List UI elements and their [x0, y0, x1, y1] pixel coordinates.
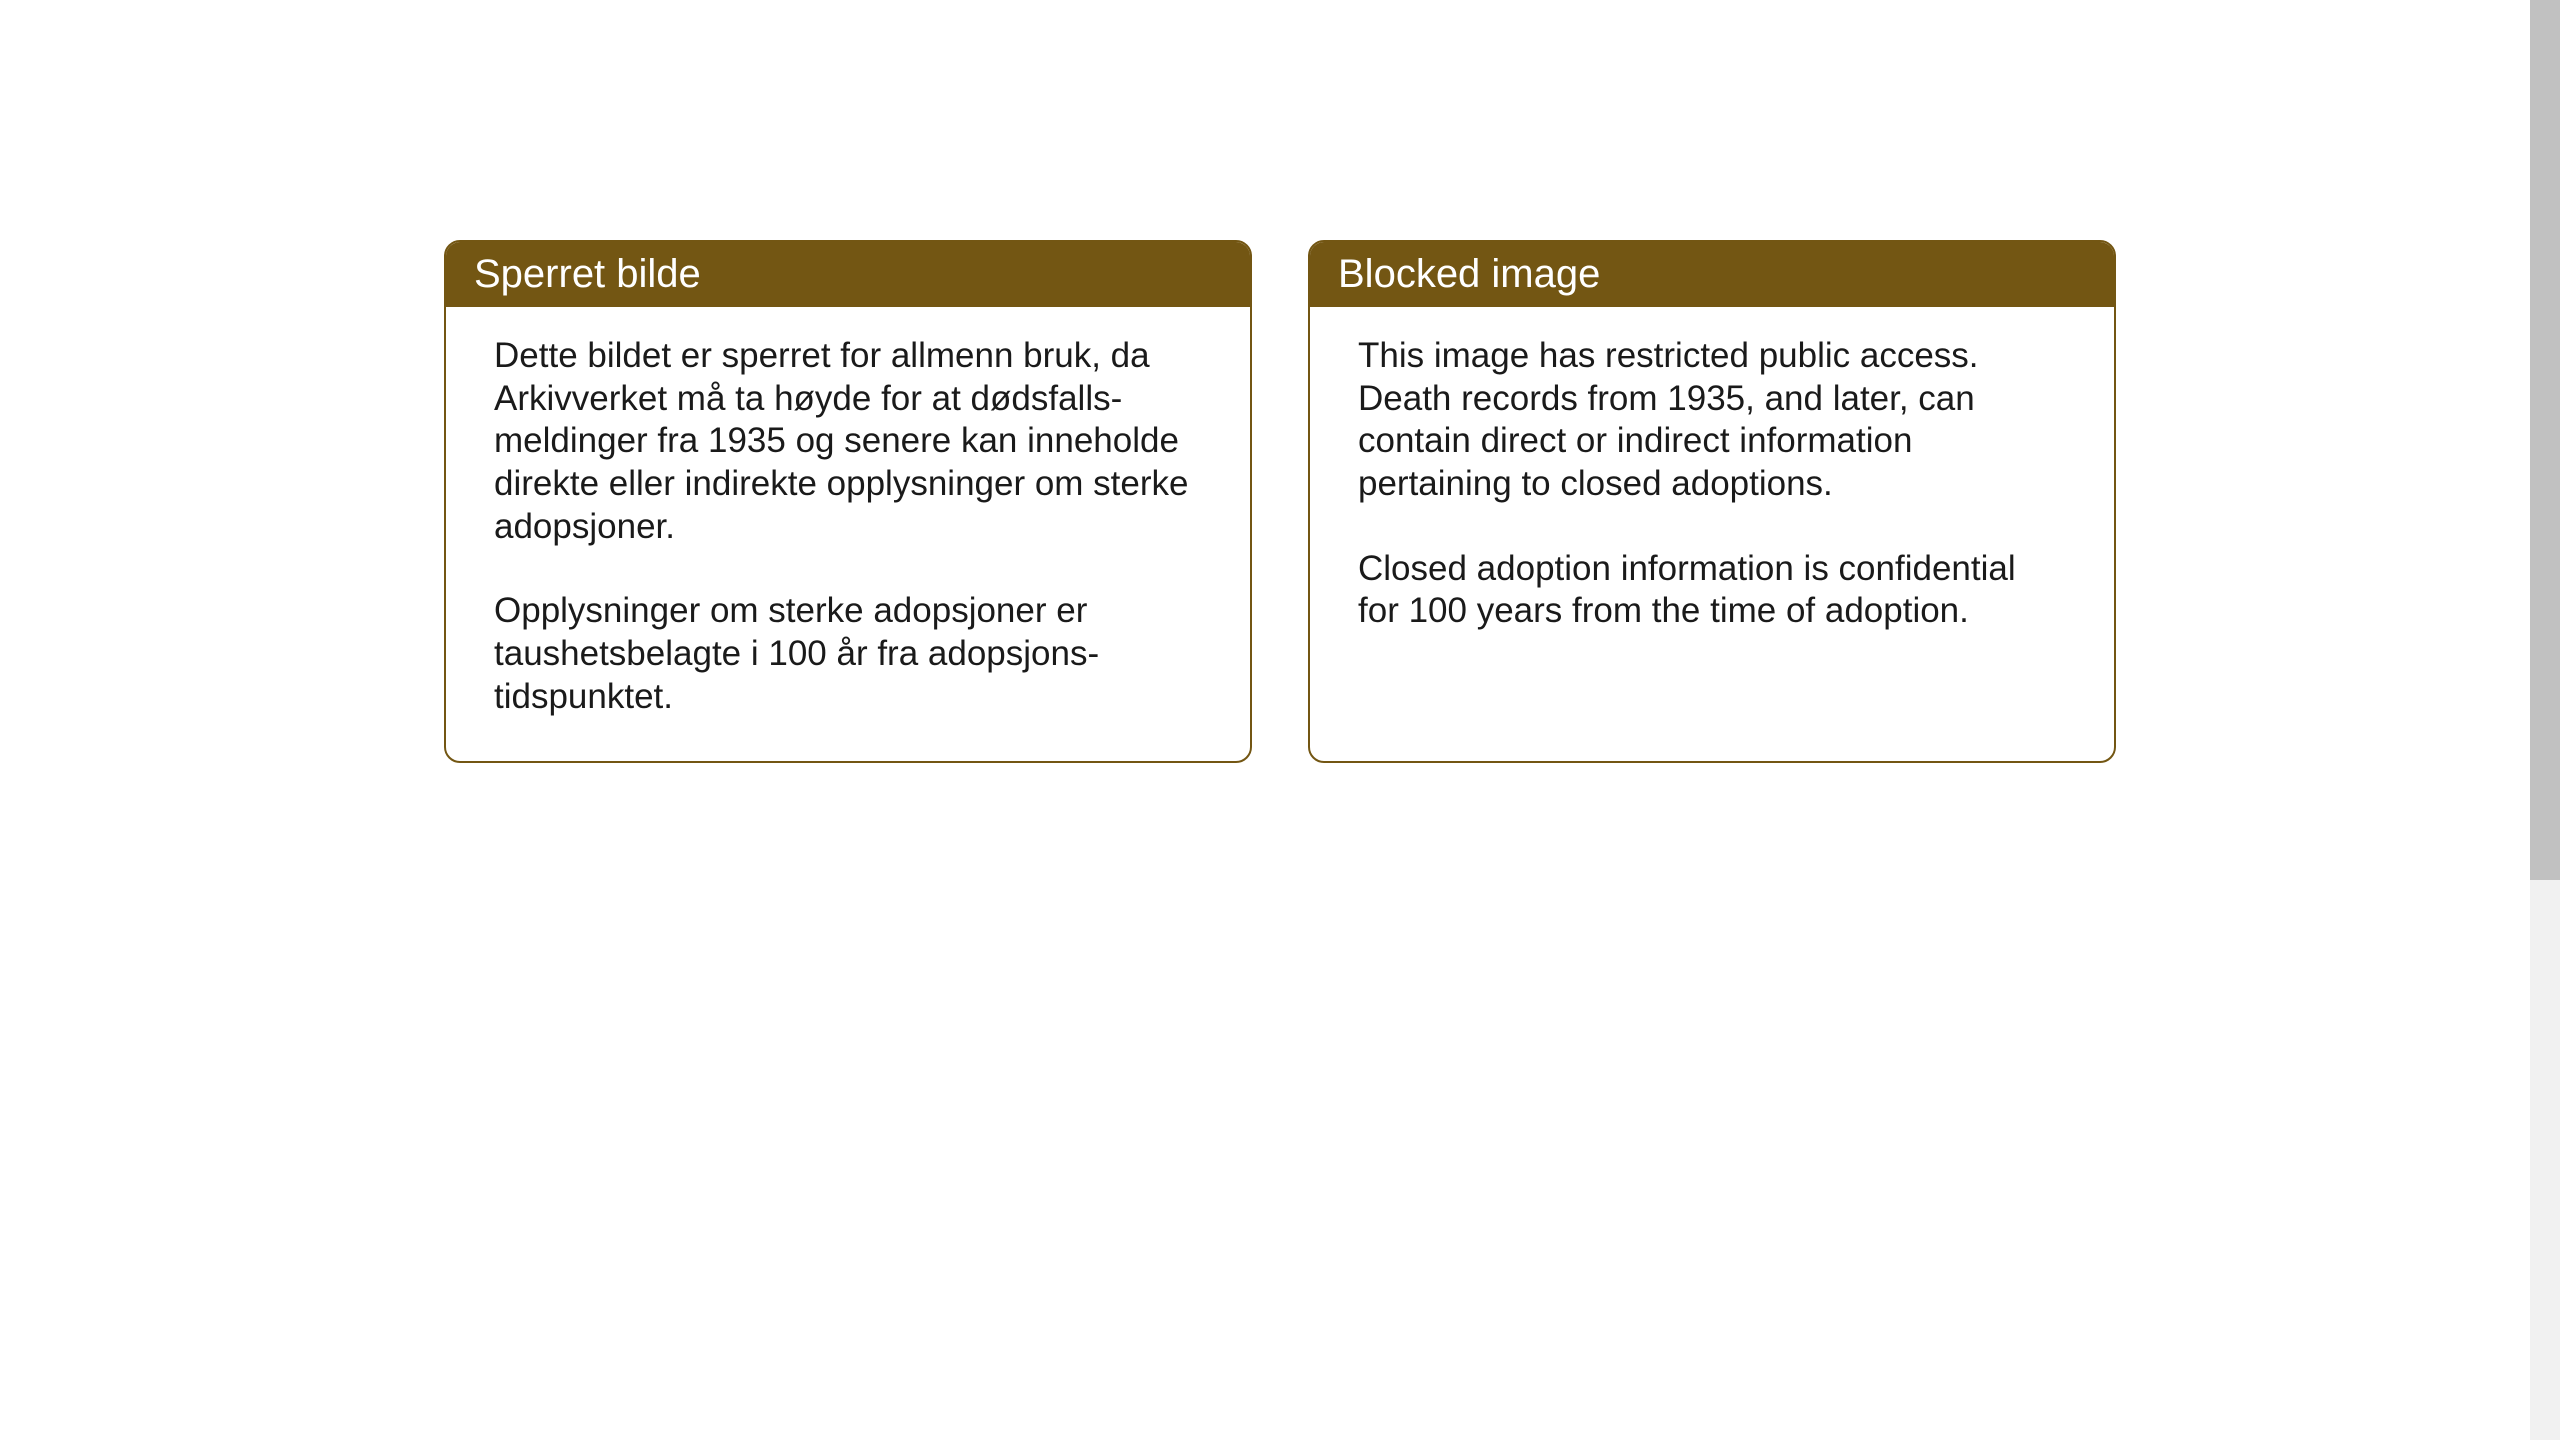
- notice-paragraph-1-english: This image has restricted public access.…: [1358, 335, 2066, 506]
- notice-body-english: This image has restricted public access.…: [1310, 307, 2114, 675]
- notice-paragraph-2-norwegian: Opplysninger om sterke adopsjoner er tau…: [494, 590, 1202, 718]
- notice-header-english: Blocked image: [1310, 242, 2114, 307]
- notices-container: Sperret bilde Dette bildet er sperret fo…: [444, 240, 2116, 763]
- notice-title-english: Blocked image: [1338, 252, 1600, 296]
- notice-box-norwegian: Sperret bilde Dette bildet er sperret fo…: [444, 240, 1252, 763]
- notice-paragraph-2-english: Closed adoption information is confident…: [1358, 548, 2066, 633]
- notice-header-norwegian: Sperret bilde: [446, 242, 1250, 307]
- notice-paragraph-1-norwegian: Dette bildet er sperret for allmenn bruk…: [494, 335, 1202, 548]
- notice-body-norwegian: Dette bildet er sperret for allmenn bruk…: [446, 307, 1250, 761]
- scrollbar-track[interactable]: [2530, 0, 2560, 1440]
- scrollbar-thumb[interactable]: [2530, 0, 2560, 880]
- notice-title-norwegian: Sperret bilde: [474, 252, 701, 296]
- notice-box-english: Blocked image This image has restricted …: [1308, 240, 2116, 763]
